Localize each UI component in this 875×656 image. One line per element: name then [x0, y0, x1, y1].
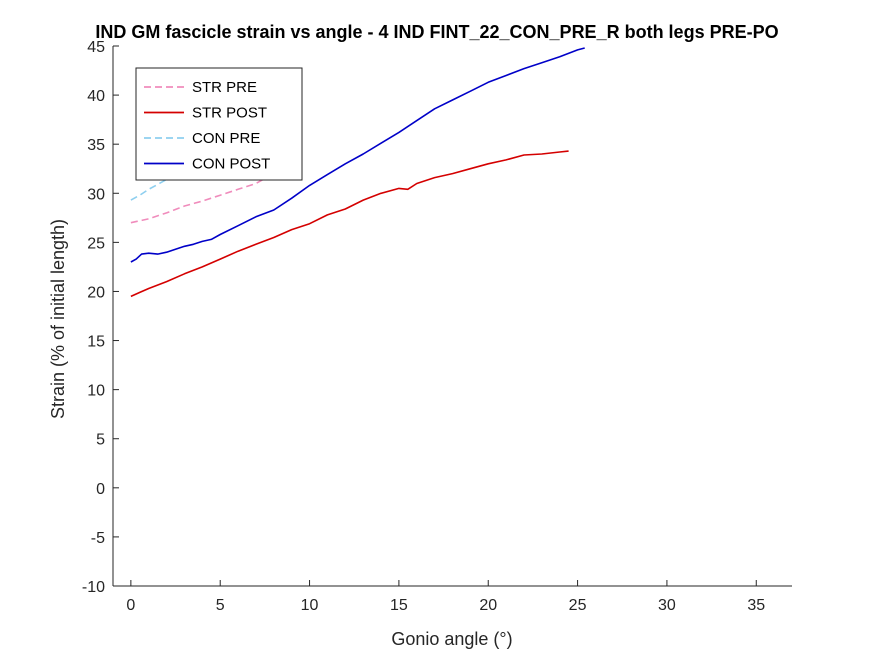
x-tick-label: 35: [747, 597, 765, 614]
y-tick-label: -10: [82, 579, 105, 596]
y-tick-label: 30: [87, 186, 105, 203]
x-axis-label: Gonio angle (°): [391, 629, 512, 649]
y-tick-label: 35: [87, 137, 105, 154]
x-tick-label: 30: [658, 597, 676, 614]
y-tick-label: 25: [87, 235, 105, 252]
legend-label-str-post: STR POST: [192, 105, 267, 122]
x-tick-label: 10: [301, 597, 319, 614]
plot-area: 0 5 10 15 20 25 30 35 -10 -5 0 5 10 15 20 25 30 35 40 45: [82, 39, 792, 614]
series-line-con-pre: [130, 173, 176, 201]
legend-label-con-post: CON POST: [192, 156, 270, 173]
chart-title: IND GM fascicle strain vs angle - 4 IND …: [95, 22, 778, 42]
legend-box: [135, 67, 303, 181]
y-tick-label: 15: [87, 334, 105, 351]
legend-label-str-pre: STR PRE: [192, 79, 257, 96]
series-line-con-post: [130, 47, 585, 263]
series-line-str-pre: [130, 177, 266, 224]
y-tick-label: 20: [87, 284, 105, 301]
x-tick-label: 5: [216, 597, 225, 614]
x-tick-label: 15: [390, 597, 408, 614]
y-tick-label: 5: [96, 432, 105, 449]
x-tick-label: 0: [126, 597, 135, 614]
x-tick-label: 20: [479, 597, 497, 614]
y-tick-label: 45: [87, 39, 105, 56]
legend-label-con-pre: CON PRE: [192, 130, 260, 147]
y-tick-label: 40: [87, 88, 105, 105]
y-tick-label: -5: [91, 530, 105, 547]
legend: STR PRE STR POST CON PRE CON POST: [135, 67, 303, 181]
x-tick-label: 25: [569, 597, 587, 614]
y-axis-label: Strain (% of initial length): [48, 219, 68, 419]
series-line-str-post: [130, 150, 569, 298]
y-tick-label: 0: [96, 481, 105, 498]
y-tick-label: 10: [87, 383, 105, 400]
